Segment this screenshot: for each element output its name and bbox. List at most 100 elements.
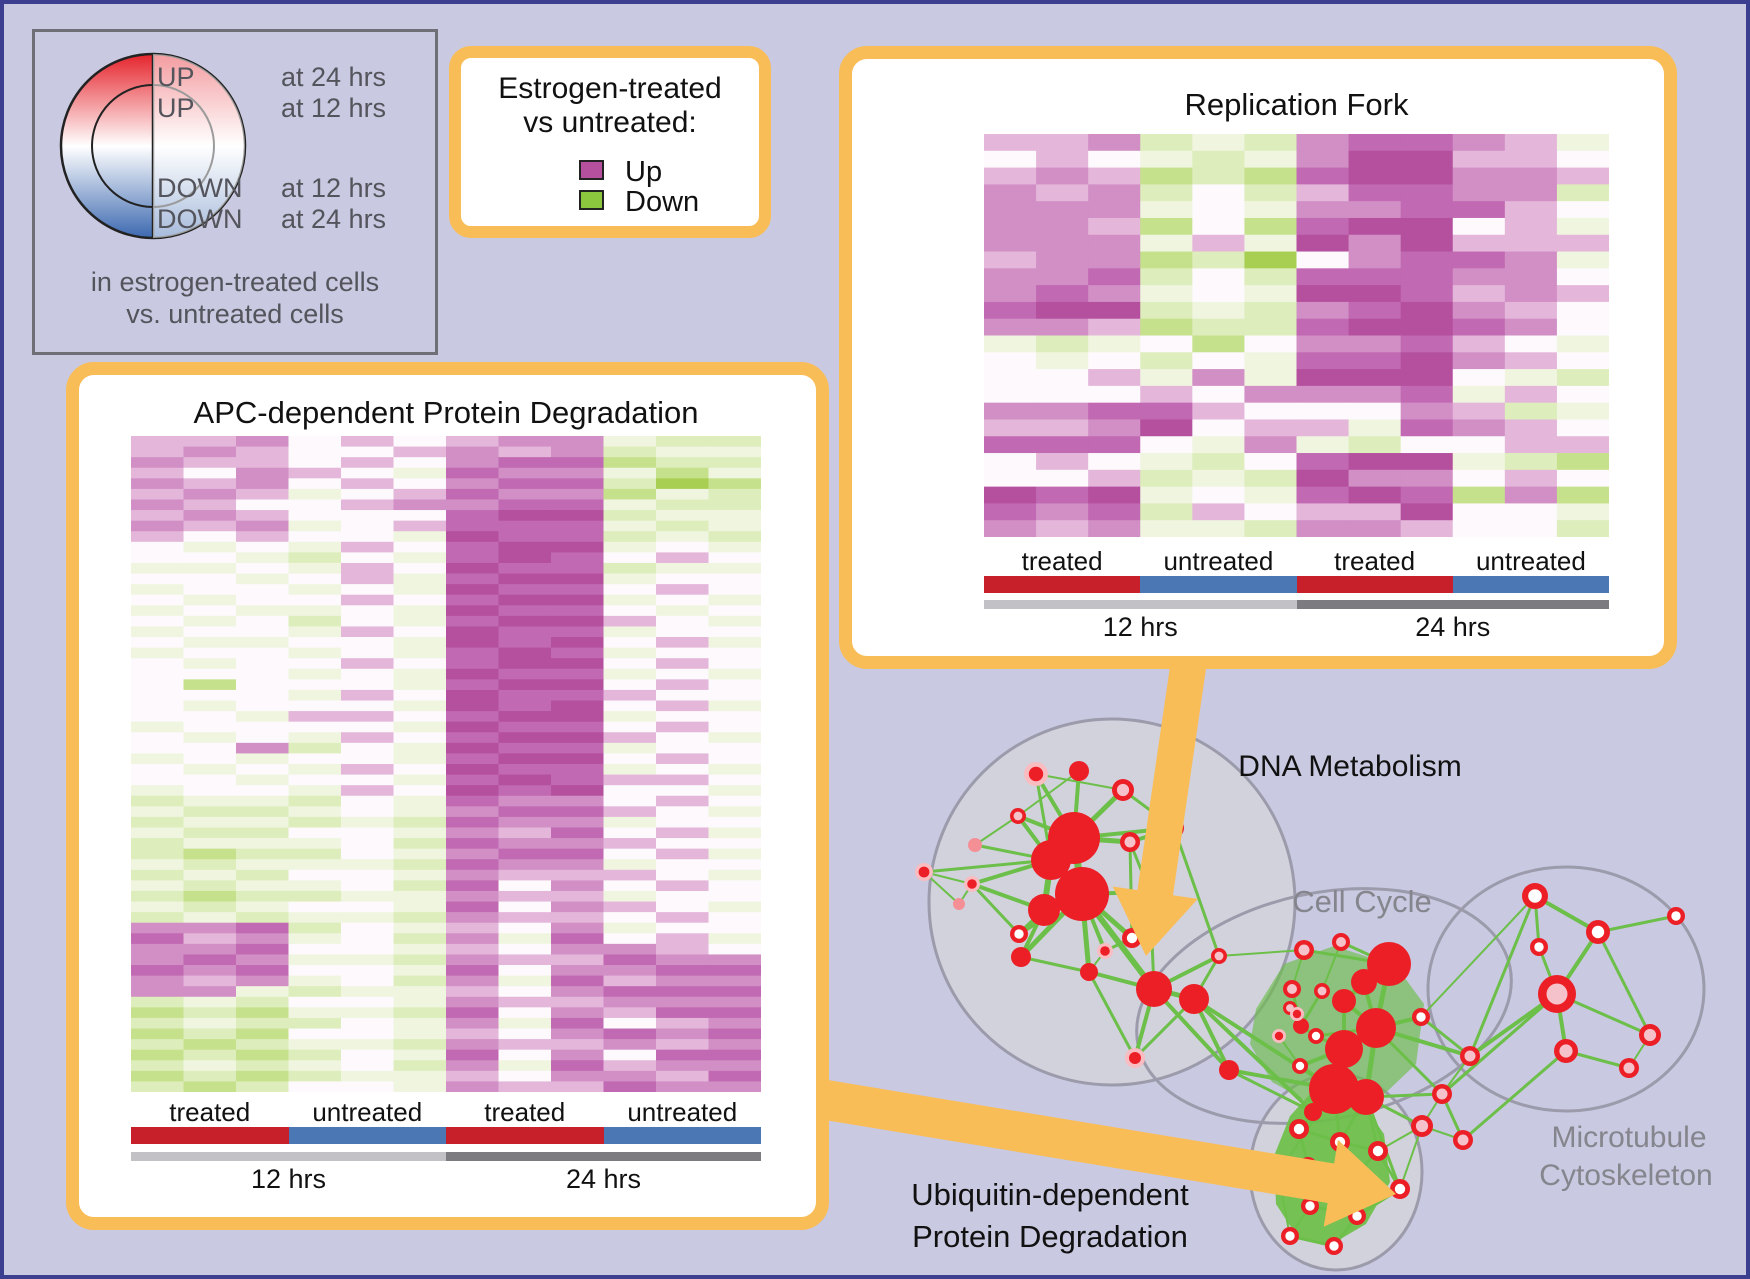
heatmap-cell (1192, 251, 1245, 269)
heatmap-cell (498, 499, 552, 511)
heatmap-cell (656, 573, 709, 585)
heatmap-cell (446, 531, 499, 543)
heatmap-cell (288, 711, 342, 723)
heatmap-cell (341, 1081, 394, 1092)
heatmap-cell (288, 668, 342, 680)
heatmap-cell (288, 806, 342, 818)
heatmap-cell (236, 700, 289, 712)
heatmap-cell (341, 764, 394, 775)
heatmap-cell (603, 689, 657, 701)
heatmap-cell (341, 594, 394, 606)
estrogen-legend-title-line2: vs untreated: (523, 106, 697, 139)
heatmap-cell (131, 436, 184, 447)
heatmap-cell (984, 285, 1037, 303)
apc-panel-title: APC-dependent Protein Degradation (193, 395, 699, 430)
heatmap-cell (1452, 251, 1506, 269)
heatmap-cell (1244, 469, 1297, 488)
heatmap-cell (183, 774, 237, 786)
network-node-s (1031, 840, 1071, 880)
heatmap-cell (341, 859, 394, 871)
heatmap-cell (1192, 150, 1245, 168)
heatmap-cell (1400, 419, 1454, 437)
heatmap-cell (446, 1060, 499, 1072)
heatmap-cell (656, 700, 709, 712)
heatmap-cell (1400, 520, 1454, 537)
heatmap-cell (708, 943, 761, 955)
heatmap-cell (393, 1039, 447, 1051)
heatmap-cell (446, 774, 499, 786)
heatmap-cell (708, 647, 761, 659)
heatmap-cell (1348, 301, 1402, 320)
heatmap-cell (1088, 385, 1141, 404)
cluster-label: Microtubule (1551, 1121, 1706, 1154)
heatmap-cell (1088, 268, 1141, 286)
heatmap-cell (656, 954, 709, 966)
heatmap-cell (131, 626, 184, 638)
heatmap-cell (236, 954, 289, 966)
heatmap-cell (603, 943, 657, 955)
heatmap-cell (551, 541, 604, 553)
heatmap-cell (1400, 436, 1454, 454)
heatmap-cell (131, 880, 184, 892)
heatmap-cell (498, 615, 552, 627)
heatmap-cell (498, 912, 552, 924)
heatmap-cell (341, 943, 394, 955)
heatmap-cell (1400, 301, 1454, 320)
heatmap-cell (183, 996, 237, 1008)
ring-legend-caption-2: vs. untreated cells (126, 299, 344, 329)
heatmap-cell (341, 615, 394, 627)
heatmap-cell (131, 668, 184, 680)
heatmap-cell (236, 446, 289, 458)
heatmap-cell (708, 1039, 761, 1051)
network-node-rp (1112, 779, 1134, 801)
heatmap-cell (236, 541, 289, 553)
heatmap-cell (1088, 520, 1141, 537)
heatmap-cell (446, 838, 499, 850)
heatmap-cell (1400, 201, 1454, 219)
cluster-label: DNA Metabolism (1238, 750, 1461, 783)
heatmap-cell (603, 880, 657, 892)
heatmap-cell (393, 901, 447, 913)
heatmap-cell (1556, 335, 1609, 353)
time-label-12hrs: 12 hrs (250, 1164, 327, 1194)
heatmap-cell (1556, 285, 1609, 303)
heatmap-cell (236, 1039, 289, 1051)
heatmap-cell (183, 1060, 237, 1072)
heatmap-cell (341, 488, 394, 500)
heatmap-cell (183, 1007, 237, 1019)
heatmap-cell (656, 478, 709, 490)
heatmap-cell (1036, 268, 1089, 286)
heatmap-cell (341, 1028, 394, 1040)
heatmap-cell (131, 689, 184, 701)
heatmap-cell (1452, 352, 1506, 370)
heatmap-cell (1036, 217, 1089, 236)
network-node-s (1351, 969, 1377, 995)
heatmap-cell (183, 679, 237, 691)
heatmap-cell (551, 827, 604, 839)
heatmap-cell (1296, 335, 1349, 353)
heatmap-cell (603, 1039, 657, 1051)
heatmap-cell (393, 975, 447, 987)
heatmap-cell (551, 943, 604, 955)
heatmap-cell (1504, 184, 1558, 202)
heatmap-cell (1296, 285, 1349, 303)
heatmap-cell (236, 901, 289, 913)
heatmap-cell (1244, 335, 1297, 353)
heatmap-cell (341, 668, 394, 680)
condition-bar-untreated (603, 1127, 761, 1144)
heatmap-cell (393, 700, 447, 712)
heatmap-cell (551, 848, 604, 860)
network-node-s (1332, 989, 1356, 1013)
network-edge (974, 815, 1019, 846)
heatmap-cell (341, 573, 394, 585)
heatmap-cell (288, 922, 342, 934)
heatmap-cell (1452, 402, 1506, 420)
heatmap-cell (341, 848, 394, 860)
heatmap-cell (603, 584, 657, 596)
heatmap-cell (708, 541, 761, 553)
heatmap-cell (288, 467, 342, 479)
ring-legend-box: UP at 24 hrs UP at 12 hrs DOWN at 12 hrs… (32, 29, 438, 355)
heatmap-cell (551, 721, 604, 733)
heatmap-cell (183, 954, 237, 966)
heatmap-cell (1088, 369, 1141, 387)
